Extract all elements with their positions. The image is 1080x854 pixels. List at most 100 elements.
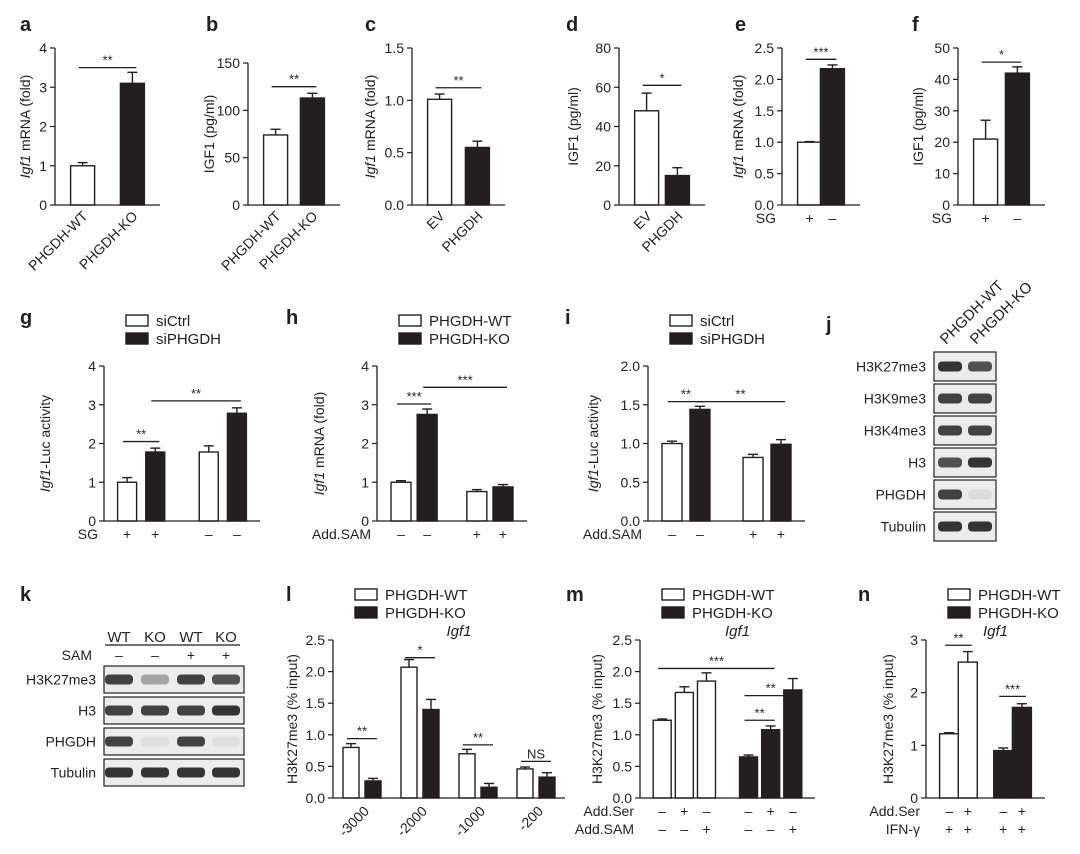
blot-band <box>212 674 240 685</box>
factor-sign: + <box>806 210 814 226</box>
legend-entry: siPHGDH <box>700 331 765 348</box>
y-tick-label: 0.0 <box>385 197 405 213</box>
bar <box>516 768 534 799</box>
panel-letter: k <box>20 584 32 606</box>
significance-label: * <box>659 70 664 85</box>
factor-name: Add.SAM <box>312 526 371 542</box>
y-tick-label: 0 <box>603 197 611 213</box>
legend-swatch <box>661 588 685 601</box>
blot-band <box>938 361 962 372</box>
factor-name: IFN-γ <box>886 821 920 837</box>
legend-swatch <box>669 314 693 327</box>
bar <box>696 680 717 799</box>
factor-sign: – <box>745 821 753 837</box>
x-group-label: -2000 <box>393 803 430 840</box>
y-axis-label-rest: mRNA (fold) <box>311 392 327 472</box>
y-tick-label: 60 <box>595 79 611 95</box>
factor-name: Add.SAM <box>575 821 634 837</box>
chart-subtitle: Igf1 <box>725 623 750 640</box>
blot-panel-k: k WT KO WT KO SAM – – + + H3K27me3 H3 PHGDH Tubulin <box>20 584 245 787</box>
y-tick-label: 4 <box>361 358 369 374</box>
bar <box>661 442 683 522</box>
chart-subtitle: Igf1 <box>983 623 1008 640</box>
factor-sign: – <box>151 647 159 663</box>
bar <box>116 481 138 522</box>
y-axis-label: H3K27me3 (% input) <box>880 654 896 784</box>
panel-letter: g <box>20 307 32 329</box>
bar <box>119 82 146 206</box>
bar <box>664 174 691 206</box>
blot-band <box>141 736 169 747</box>
factor-name: SG <box>756 210 776 226</box>
y-axis-label: H3K27me3 (% input) <box>589 654 605 784</box>
factor-sign: + <box>749 526 757 542</box>
y-tick-label: 150 <box>217 55 241 71</box>
bar <box>783 689 803 799</box>
factor-sign: – <box>789 803 797 819</box>
factor-sign: – <box>945 803 953 819</box>
y-axis-label-rest: mRNA (fold) <box>730 75 746 155</box>
blot-band <box>177 705 205 716</box>
blot-band <box>968 521 992 532</box>
factor-sign: – <box>829 210 837 226</box>
y-tick-label: 2.5 <box>755 40 775 56</box>
y-tick-label: 1 <box>361 474 369 490</box>
factor-sign: + <box>982 210 990 226</box>
panel-letter: a <box>20 14 32 36</box>
y-tick-label: 2 <box>88 436 96 452</box>
y-tick-label: 0.0 <box>755 197 775 213</box>
x-group-label: -3000 <box>335 803 372 840</box>
y-tick-label: 0 <box>39 197 47 213</box>
x-category-label: EV <box>423 207 448 232</box>
bar <box>742 456 764 522</box>
significance-label: ** <box>289 72 299 87</box>
bar <box>796 141 823 206</box>
panel-letter: l <box>286 584 292 606</box>
bar <box>674 691 695 799</box>
y-tick-label: 1.0 <box>385 92 405 108</box>
legend-entry: PHGDH-KO <box>385 605 466 622</box>
legend-swatch <box>947 606 971 619</box>
significance-label: ** <box>102 53 112 68</box>
blot-band <box>938 393 962 404</box>
bar <box>760 729 781 799</box>
legend-swatch <box>669 332 693 345</box>
x-category-label: EV <box>630 207 655 232</box>
panel-letter: f <box>912 14 919 36</box>
bar <box>422 708 440 799</box>
lane-label: WT <box>107 629 130 646</box>
factor-sign: + <box>680 803 688 819</box>
bar <box>364 780 382 799</box>
chart-panel-m: m 0.0 0.5 1.0 1.5 2.0 2.5 H3K27me3 (% input) Igf… <box>566 584 815 837</box>
significance-label: ** <box>735 387 745 402</box>
factor-sign: + <box>945 821 953 837</box>
blot-band <box>968 489 992 500</box>
factor-name: SAM <box>62 647 92 663</box>
y-axis-label-rest: -Luc activity <box>37 395 53 469</box>
y-tick-label: 30 <box>934 103 950 119</box>
y-axis-label-gene: Igf1 <box>17 155 33 178</box>
blot-row-label: H3K27me3 <box>856 359 926 375</box>
x-category-label: PHGDH <box>438 208 485 255</box>
bar <box>458 753 476 799</box>
blot-row-label: H3 <box>78 703 96 719</box>
factor-sign: + <box>499 526 507 542</box>
y-tick-label: 0.5 <box>755 166 775 182</box>
y-tick-label: 2.5 <box>306 632 326 648</box>
blot-panel-j: j PHGDH-WTPHGDH-KOH3K27me3H3K9me3H3K4me3H… <box>825 277 1036 542</box>
blot-row-label: PHGDH <box>45 734 96 750</box>
blot-band <box>968 393 992 404</box>
y-tick-label: 2 <box>361 436 369 452</box>
factor-sign: + <box>222 647 230 663</box>
y-axis-label: Igf1 mRNA (fold) <box>730 75 746 178</box>
y-axis-label-gene: Igf1 <box>730 155 746 178</box>
legend-swatch <box>354 606 378 619</box>
bar <box>938 733 960 799</box>
y-tick-label: 2.0 <box>621 358 641 374</box>
y-tick-label: 3 <box>88 397 96 413</box>
y-tick-label: 1 <box>910 737 918 753</box>
y-tick-label: 1.5 <box>613 695 633 711</box>
